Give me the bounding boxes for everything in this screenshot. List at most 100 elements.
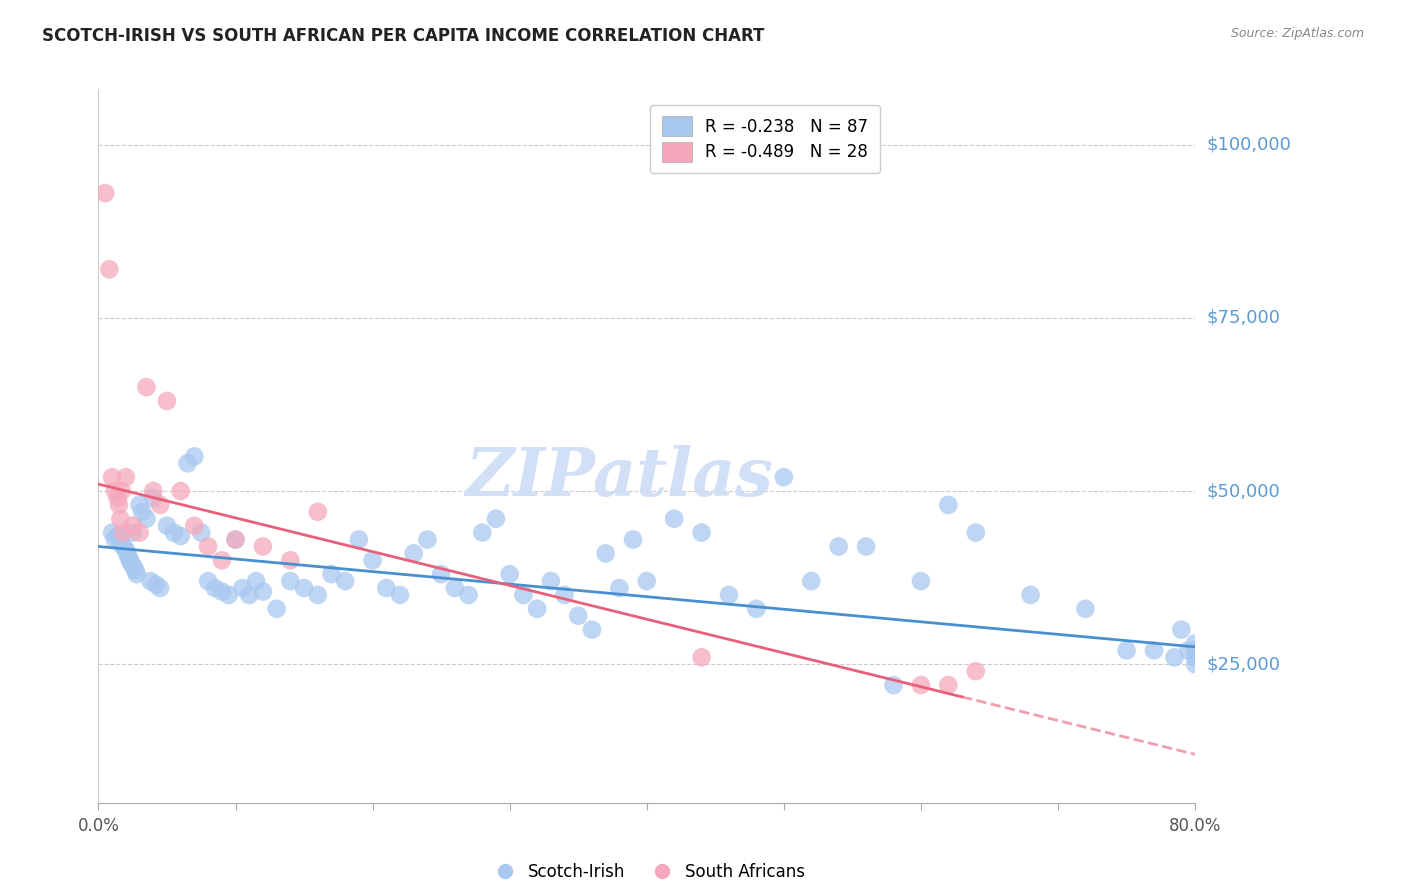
Point [145,577,167,591]
Point [211,553,233,567]
Point [457,588,479,602]
Point [98,262,121,277]
Point [238,588,260,602]
Text: ZIPatlas: ZIPatlas [465,445,773,509]
Point [121,518,143,533]
Point [135,512,157,526]
Text: $50,000: $50,000 [1206,482,1279,500]
Point [1143,643,1166,657]
Point [163,525,186,540]
Point [965,525,987,540]
Point [170,529,193,543]
Point [717,588,740,602]
Text: Source: ZipAtlas.com: Source: ZipAtlas.com [1230,27,1364,40]
Point [855,540,877,554]
Point [485,512,508,526]
Point [965,664,987,678]
Point [1184,657,1206,672]
Point [211,584,233,599]
Point [231,581,253,595]
Point [190,525,212,540]
Point [252,584,274,599]
Point [636,574,658,588]
Point [347,533,370,547]
Point [101,470,124,484]
Point [690,525,713,540]
Point [416,533,439,547]
Point [1184,643,1206,657]
Point [112,525,135,540]
Point [204,581,226,595]
Point [149,498,172,512]
Point [595,546,617,560]
Point [567,608,589,623]
Point [1170,623,1192,637]
Point [800,574,823,588]
Point [128,498,150,512]
Point [690,650,713,665]
Point [139,574,162,588]
Point [280,574,302,588]
Point [1019,588,1042,602]
Point [402,546,425,560]
Point [1163,650,1185,665]
Point [124,564,146,578]
Point [170,483,193,498]
Point [471,525,494,540]
Point [1184,636,1206,650]
Point [128,525,150,540]
Point [526,602,548,616]
Point [910,678,932,692]
Point [125,567,148,582]
Point [321,567,343,582]
Point [1177,643,1199,657]
Point [307,588,329,602]
Point [554,588,576,602]
Point [110,536,132,550]
Point [117,549,139,564]
Point [225,533,247,547]
Point [245,574,267,588]
Point [936,498,959,512]
Point [149,581,172,595]
Point [1074,602,1097,616]
Text: SCOTCH-IRISH VS SOUTH AFRICAN PER CAPITA INCOME CORRELATION CHART: SCOTCH-IRISH VS SOUTH AFRICAN PER CAPITA… [42,27,765,45]
Point [142,483,165,498]
Point [266,602,288,616]
Point [621,533,644,547]
Point [101,525,124,540]
Point [1184,650,1206,665]
Point [135,380,157,394]
Point [115,546,138,560]
Point [499,567,522,582]
Point [335,574,357,588]
Point [111,483,134,498]
Point [664,512,686,526]
Point [156,394,179,409]
Point [107,491,129,505]
Point [156,518,179,533]
Point [430,567,453,582]
Point [115,543,138,558]
Point [512,588,534,602]
Point [883,678,905,692]
Point [1115,643,1137,657]
Point [197,574,219,588]
Point [104,483,127,498]
Text: $75,000: $75,000 [1206,309,1281,326]
Point [225,533,247,547]
Text: $100,000: $100,000 [1206,136,1291,153]
Point [773,470,796,484]
Point [176,456,198,470]
Point [910,574,932,588]
Point [828,540,851,554]
Point [142,491,165,505]
Point [107,529,129,543]
Point [197,540,219,554]
Point [745,602,768,616]
Point [94,186,117,201]
Point [252,540,274,554]
Point [121,525,143,540]
Point [122,560,145,574]
Point [361,553,384,567]
